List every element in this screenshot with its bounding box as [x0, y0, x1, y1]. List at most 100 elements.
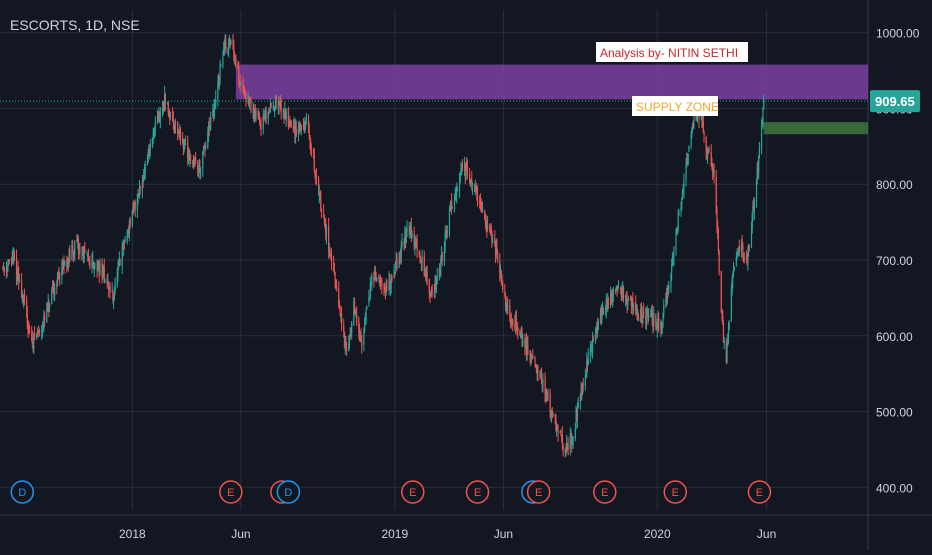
candle-body [192, 160, 195, 163]
candle-body [636, 308, 638, 319]
candle-body [233, 52, 236, 58]
candle-body [757, 167, 759, 173]
candle-body [484, 218, 487, 220]
candle-body [138, 187, 141, 196]
candle-body [703, 132, 705, 135]
candle-body [404, 235, 407, 245]
candle-body [169, 112, 171, 118]
earnings-event-marker[interactable]: E [465, 480, 490, 504]
earnings-event-marker[interactable]: E [593, 480, 617, 504]
candle-body [174, 126, 176, 129]
candle-body [364, 321, 366, 325]
candle-body [494, 241, 497, 256]
candle-body [594, 333, 597, 341]
candle-body [33, 333, 36, 339]
dividend-event-marker[interactable]: D [276, 480, 301, 504]
event-markers[interactable]: DEEDEEDEEEE [10, 480, 772, 504]
candle-body [740, 245, 743, 251]
candle-body [228, 40, 231, 42]
candle-body [259, 123, 261, 125]
candle-body [707, 149, 709, 159]
earnings-event-marker[interactable]: E [219, 480, 243, 504]
candle-body [268, 108, 270, 112]
candle-body [137, 196, 139, 198]
candle-body [762, 107, 764, 125]
candle-body [81, 252, 83, 254]
candle-body [289, 122, 291, 126]
candle-body [187, 152, 190, 159]
candle-body [179, 129, 181, 136]
candle-body [62, 261, 64, 263]
candle-body [43, 316, 46, 321]
candle-body [27, 322, 29, 330]
candle-body [248, 96, 250, 107]
candle-body [252, 109, 254, 111]
candle-body [295, 128, 297, 136]
candle-body [108, 286, 110, 289]
candle-body [67, 258, 69, 264]
candle-body [421, 257, 423, 264]
candle-body [92, 259, 94, 262]
candle-body [32, 346, 34, 348]
candle-body [685, 166, 687, 181]
candle-body [426, 272, 428, 279]
candle-body [2, 268, 4, 270]
candle-body [650, 311, 653, 314]
candle-body [88, 258, 90, 263]
candle-body [300, 126, 302, 131]
candle-body [265, 110, 267, 119]
candle-body [77, 240, 79, 242]
candle-body [475, 185, 477, 187]
candle-body [28, 328, 30, 332]
candle-body [323, 215, 325, 222]
dividend-event-marker[interactable]: D [10, 480, 35, 504]
x-tick-label: Jun [757, 527, 776, 541]
candle-body [621, 292, 623, 294]
candle-body [146, 162, 149, 166]
candle-body [711, 163, 713, 167]
candle-body [712, 164, 714, 173]
candle-body [260, 125, 262, 128]
candle-body [116, 276, 118, 286]
candle-body [584, 376, 586, 386]
earnings-event-marker[interactable]: E [747, 480, 772, 504]
candle-body [436, 277, 438, 281]
candle-body [379, 278, 381, 280]
candle-body [292, 126, 295, 130]
candle-body [203, 147, 205, 149]
candle-body [218, 79, 220, 85]
candle-body [183, 144, 185, 150]
candle-body [345, 340, 347, 350]
candle-body [18, 278, 21, 282]
candle-body [469, 178, 471, 183]
x-tick-label: 2019 [381, 527, 408, 541]
candle-body [539, 373, 541, 376]
candle-body [274, 97, 277, 108]
candle-body [202, 151, 204, 169]
earnings-event-marker[interactable]: E [401, 480, 425, 504]
earnings-event-marker[interactable]: E [526, 480, 551, 504]
candle-body [761, 124, 763, 127]
candle-body [254, 111, 256, 119]
candle-body [46, 309, 48, 323]
candle-body [582, 383, 584, 387]
candle-body [118, 264, 120, 267]
candle-body [87, 254, 89, 256]
candle-body [497, 255, 499, 260]
candle-body [602, 305, 604, 310]
candle-body [530, 357, 532, 359]
y-tick-label: 1000.00 [876, 27, 920, 41]
candle-body [424, 269, 426, 275]
candle-body [474, 188, 476, 191]
candle-body [581, 383, 584, 395]
candle-body [579, 395, 581, 402]
last-price-tag: 909.65 [870, 90, 920, 113]
candle-body [525, 338, 528, 355]
candle-body [374, 273, 376, 281]
candle-body [385, 285, 387, 294]
candle-body [212, 109, 214, 116]
earnings-event-marker[interactable]: E [663, 480, 688, 504]
time-axis[interactable]: 2018 Jun 2019 Jun 2020 Jun [119, 527, 776, 541]
candle-body [313, 156, 315, 170]
